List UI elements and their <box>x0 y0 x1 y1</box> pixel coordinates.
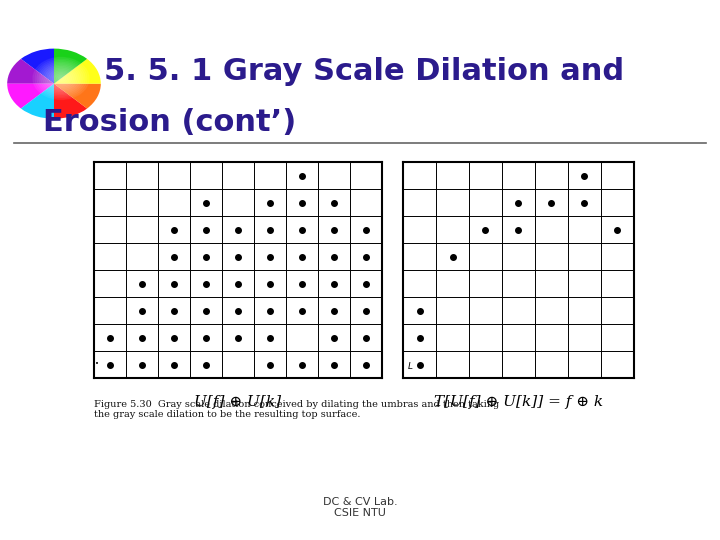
Circle shape <box>60 78 62 79</box>
Circle shape <box>56 75 66 82</box>
Circle shape <box>33 57 89 99</box>
Text: Erosion (cont’): Erosion (cont’) <box>43 108 297 137</box>
Circle shape <box>53 72 70 85</box>
Text: L: L <box>408 362 413 372</box>
Text: Figure 5.30  Gray scale dilation conceived by dilating the umbras and then takin: Figure 5.30 Gray scale dilation conceive… <box>94 400 499 419</box>
Text: DC & CV Lab.
CSIE NTU: DC & CV Lab. CSIE NTU <box>323 497 397 518</box>
Text: 5. 5. 1 Gray Scale Dilation and: 5. 5. 1 Gray Scale Dilation and <box>104 57 624 86</box>
Wedge shape <box>54 84 87 119</box>
Wedge shape <box>7 59 54 84</box>
Wedge shape <box>54 84 101 109</box>
Wedge shape <box>54 49 87 84</box>
Circle shape <box>41 63 81 93</box>
Text: U[f] ⊕ U[k]: U[f] ⊕ U[k] <box>194 395 282 409</box>
Circle shape <box>58 77 63 80</box>
Wedge shape <box>21 49 54 84</box>
Circle shape <box>45 66 77 91</box>
Circle shape <box>42 65 79 92</box>
Circle shape <box>48 69 73 88</box>
Circle shape <box>47 68 76 89</box>
Circle shape <box>39 62 84 95</box>
Wedge shape <box>54 59 101 84</box>
Circle shape <box>37 60 85 97</box>
Text: T[U[f] ⊕ U[k]] = f ⊕ k: T[U[f] ⊕ U[k]] = f ⊕ k <box>434 395 603 409</box>
Circle shape <box>50 71 71 86</box>
Text: •: • <box>95 361 99 368</box>
Circle shape <box>35 59 87 98</box>
Wedge shape <box>7 84 54 109</box>
Circle shape <box>55 73 68 83</box>
Wedge shape <box>21 84 54 119</box>
